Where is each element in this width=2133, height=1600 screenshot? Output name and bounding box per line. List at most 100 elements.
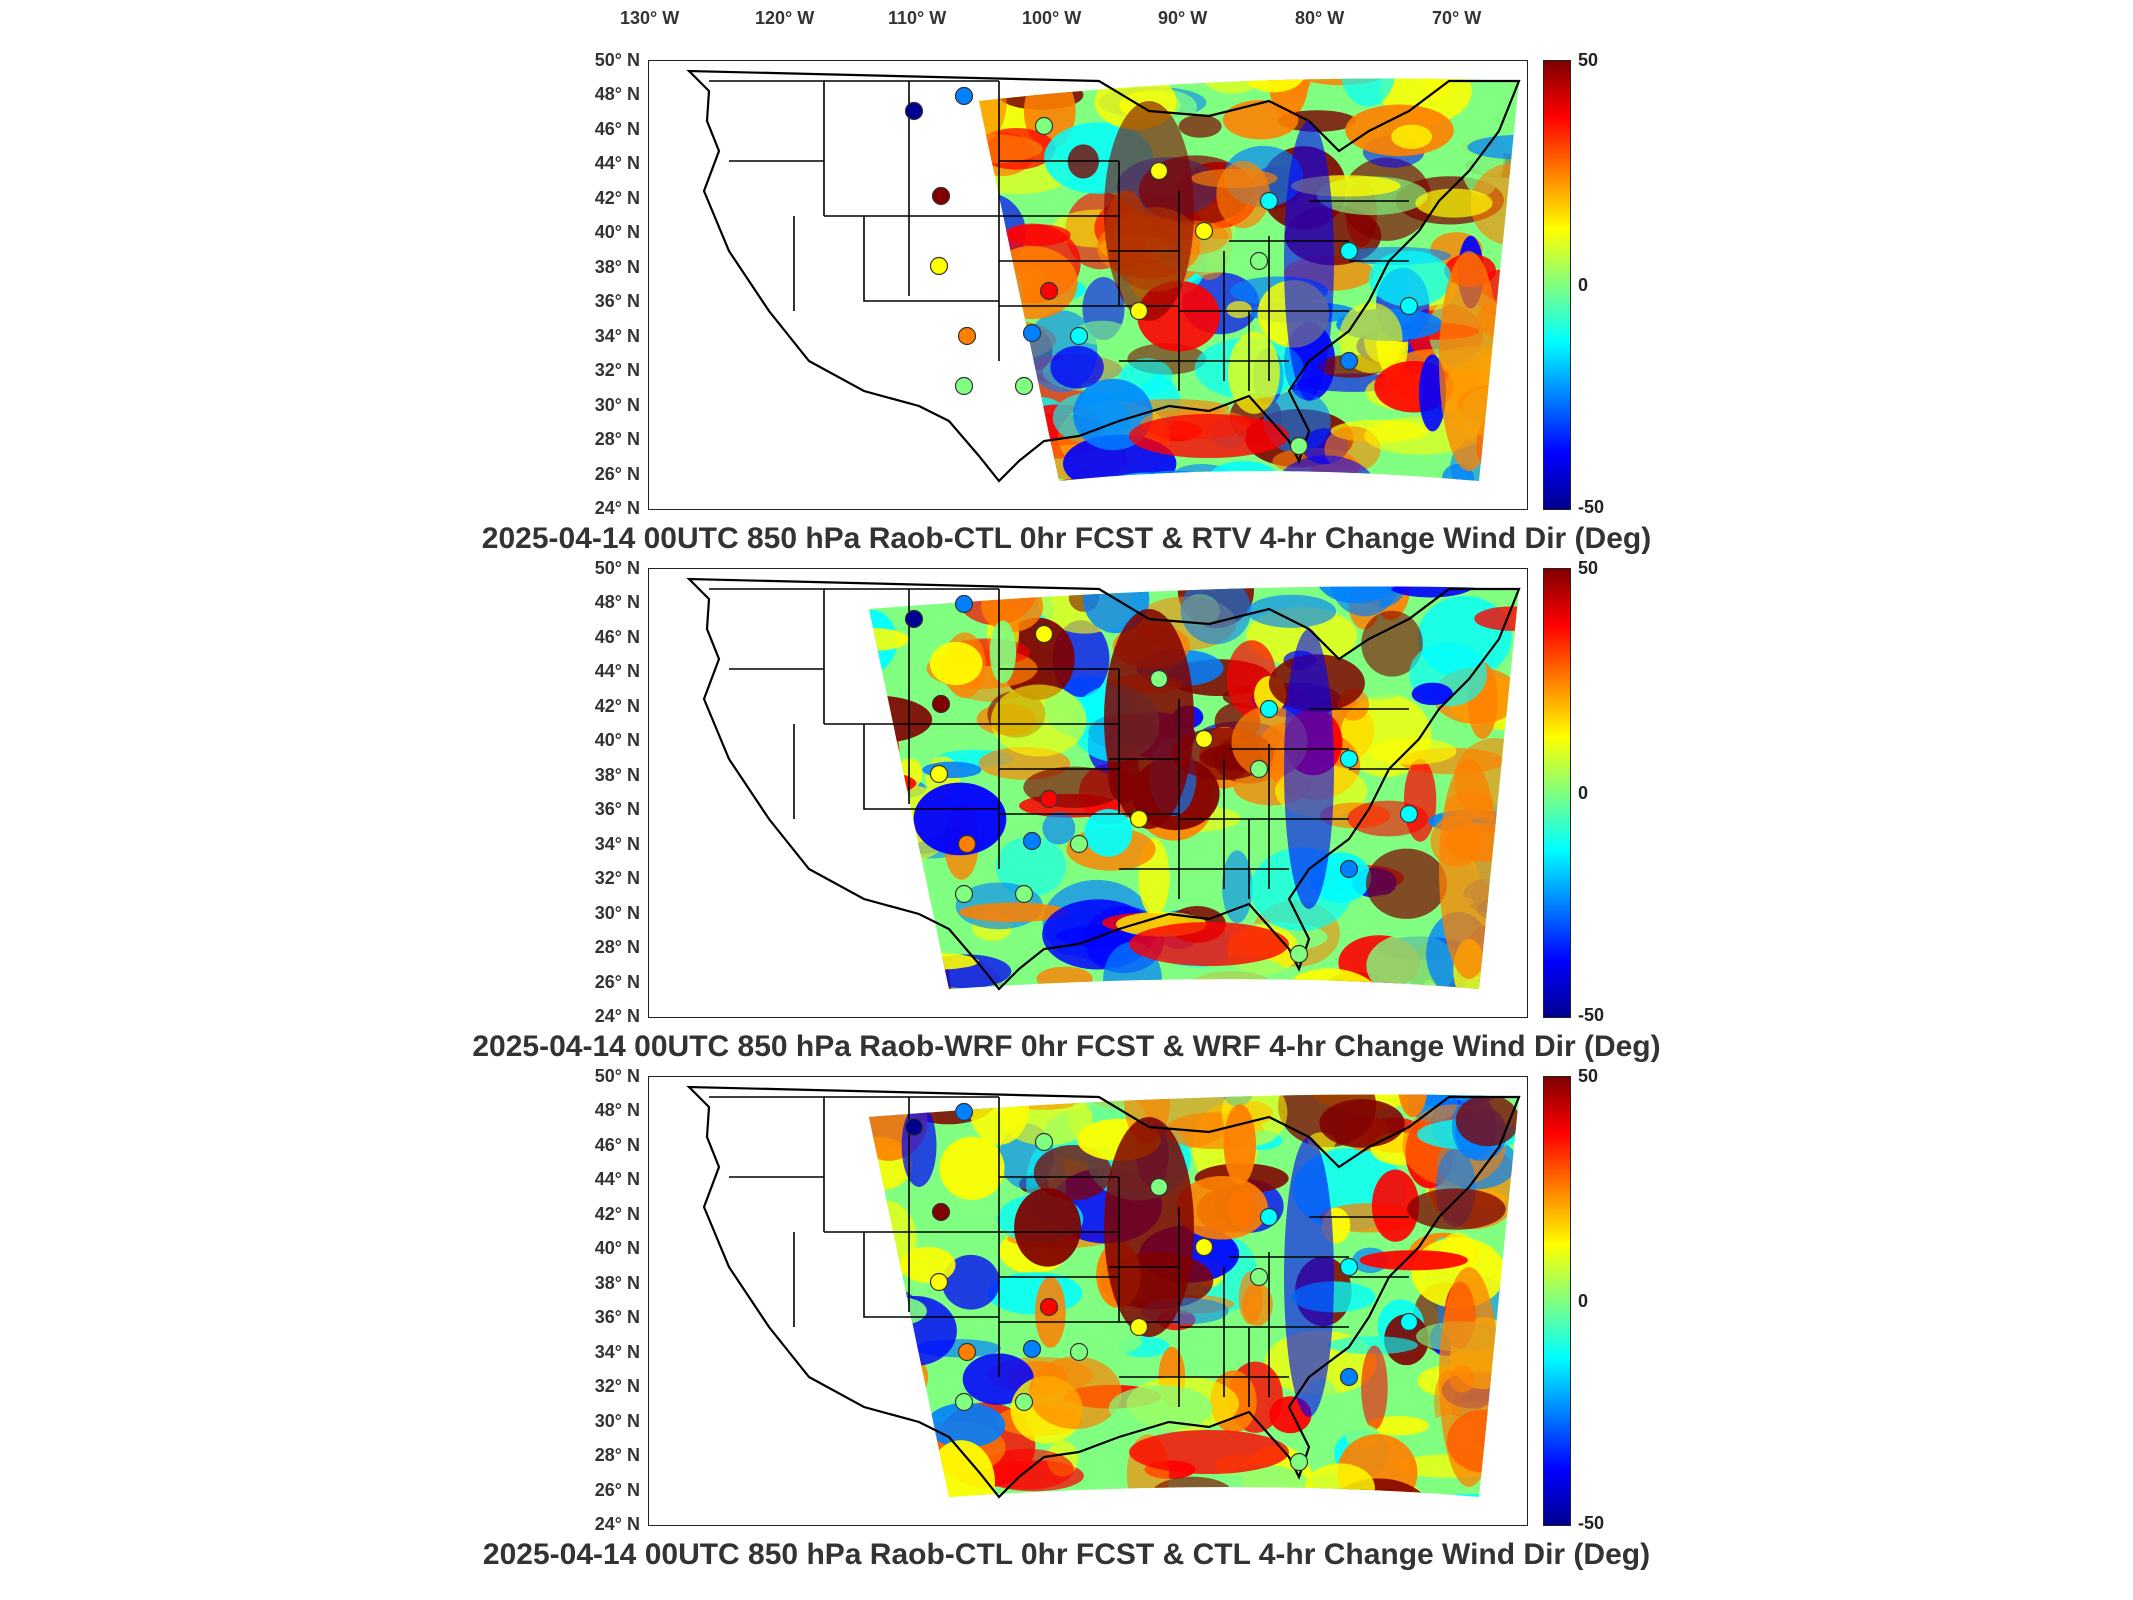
raob-station-marker — [1249, 759, 1269, 779]
lat-label: 50° N — [594, 558, 640, 578]
lon-label: 120° W — [755, 8, 815, 28]
raob-station-marker — [1069, 834, 1089, 854]
colorbar-mid-label: 0 — [1578, 1291, 1589, 1311]
colorbar-max-label: 50 — [1578, 50, 1599, 70]
panel-title: 2025-04-14 00UTC 850 hPa Raob-CTL 0hr FC… — [481, 522, 1652, 555]
lon-label: 110° W — [888, 8, 947, 28]
raob-station-marker — [954, 376, 974, 396]
lat-label: 40° N — [594, 1238, 640, 1259]
raob-station-marker — [1399, 804, 1419, 824]
raob-station-marker — [1149, 161, 1169, 181]
map-svg — [686, 1085, 1521, 1499]
lat-label: 38° N — [594, 256, 640, 277]
lat-label: 34° N — [594, 1341, 640, 1362]
lat-label: 42° N — [594, 1203, 640, 1224]
lat-label: 24° N — [594, 1006, 640, 1026]
lat-label: 42° N — [594, 695, 640, 716]
latitude-axis: 50° N 48° N 46° N 44° N 42° N 40° N 38° N 36° N… — [580, 558, 642, 1026]
raob-station-marker — [954, 1102, 974, 1122]
country-outline — [686, 577, 1521, 991]
lat-label: 48° N — [594, 1100, 640, 1121]
raob-station-marker — [1259, 699, 1279, 719]
raob-station-marker — [1129, 809, 1149, 829]
raob-station-marker — [1014, 884, 1034, 904]
state-boundaries — [709, 1096, 1409, 1407]
colorbar-min-label: -50 — [1578, 1005, 1605, 1025]
latitude-axis: 50° N 48° N 46° N 44° N 42° N 40° N 38° N 36° N… — [580, 1066, 642, 1534]
country-outline — [686, 69, 1521, 483]
raob-station-marker — [1339, 351, 1359, 371]
colorbar-max-label: 50 — [1578, 558, 1599, 578]
map-area — [648, 60, 1528, 510]
lon-label: 70° W — [1432, 8, 1482, 28]
raob-station-marker — [929, 764, 949, 784]
raob-station-marker — [1034, 116, 1054, 136]
raob-station-marker — [957, 326, 977, 346]
colorbar — [1543, 60, 1571, 510]
lat-label: 32° N — [594, 1376, 640, 1397]
raob-station-marker — [1194, 729, 1214, 749]
raob-station-marker — [1039, 789, 1059, 809]
lat-label: 46° N — [594, 626, 640, 647]
raob-station-marker — [1039, 1297, 1059, 1317]
raob-station-marker — [1022, 323, 1042, 343]
raob-station-marker — [954, 1392, 974, 1412]
lat-label: 46° N — [594, 118, 640, 139]
panel-title: 2025-04-14 00UTC 850 hPa Raob-CTL 0hr FC… — [482, 1538, 1651, 1571]
lat-label: 32° N — [594, 360, 640, 381]
raob-station-marker — [931, 186, 951, 206]
raob-station-marker — [1149, 669, 1169, 689]
lat-label: 44° N — [594, 153, 640, 174]
lat-label: 38° N — [594, 1272, 640, 1293]
lat-label: 44° N — [594, 661, 640, 682]
lat-label: 30° N — [594, 902, 640, 923]
map-area — [648, 568, 1528, 1018]
raob-station-marker — [904, 101, 924, 121]
raob-station-marker — [931, 694, 951, 714]
lat-label: 28° N — [594, 937, 640, 958]
lat-label: 44° N — [594, 1169, 640, 1190]
raob-station-marker — [1289, 436, 1309, 456]
raob-station-marker — [1399, 1312, 1419, 1332]
lat-label: 26° N — [594, 971, 640, 992]
raob-station-marker — [1194, 221, 1214, 241]
colorbar-min-label: -50 — [1578, 497, 1605, 517]
colorbar — [1543, 1076, 1571, 1526]
lat-label: 30° N — [594, 1410, 640, 1431]
raob-station-marker — [1399, 296, 1419, 316]
raob-station-marker — [1339, 241, 1359, 261]
lat-label: 28° N — [594, 429, 640, 450]
lat-label: 34° N — [594, 833, 640, 854]
raob-station-marker — [1339, 749, 1359, 769]
raob-station-marker — [1259, 1207, 1279, 1227]
lat-label: 46° N — [594, 1134, 640, 1155]
colorbar-mid-label: 0 — [1578, 783, 1589, 803]
colorbar-min-label: -50 — [1578, 1513, 1605, 1533]
raob-station-marker — [904, 609, 924, 629]
raob-station-marker — [957, 834, 977, 854]
lat-label: 30° N — [594, 394, 640, 415]
lat-label: 38° N — [594, 764, 640, 785]
raob-station-marker — [1289, 1452, 1309, 1472]
raob-station-marker — [1339, 1257, 1359, 1277]
raob-station-marker — [1339, 859, 1359, 879]
raob-station-marker — [1022, 1339, 1042, 1359]
raob-station-marker — [904, 1117, 924, 1137]
raob-station-marker — [954, 86, 974, 106]
raob-station-marker — [1194, 1237, 1214, 1257]
lat-label: 50° N — [594, 50, 640, 70]
lat-label: 48° N — [594, 592, 640, 613]
raob-station-marker — [954, 884, 974, 904]
raob-station-marker — [1034, 624, 1054, 644]
raob-station-marker — [1339, 1367, 1359, 1387]
map-area — [648, 1076, 1528, 1526]
state-boundaries — [709, 80, 1409, 391]
lon-label: 100° W — [1022, 8, 1082, 28]
lat-label: 42° N — [594, 187, 640, 208]
lat-label: 24° N — [594, 498, 640, 518]
wind-direction-field — [869, 586, 1519, 989]
raob-station-marker — [1259, 191, 1279, 211]
lon-label: 80° W — [1295, 8, 1345, 28]
raob-station-marker — [954, 594, 974, 614]
raob-station-marker — [929, 1272, 949, 1292]
